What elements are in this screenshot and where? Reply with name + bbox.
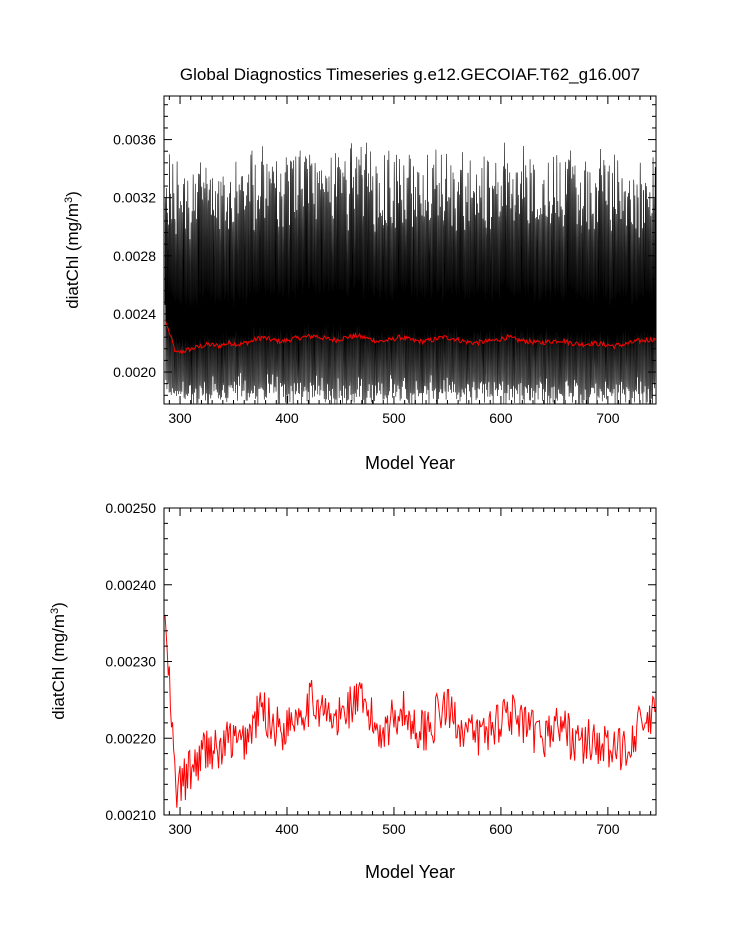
- bottom-panel: 300 400 500 600 700 0.00210 0.00220 0.00230 0.00…: [49, 500, 657, 882]
- bottom-y-axis-label: diatChl (mg/m3): [49, 602, 68, 720]
- top-plot-area: [164, 142, 656, 404]
- monthly-series-line: [164, 142, 656, 404]
- y-tick-label: 0.00250: [105, 500, 156, 516]
- x-tick-label: 700: [596, 821, 620, 837]
- top-x-axis-label: Model Year: [365, 453, 455, 473]
- bottom-plot-frame: [163, 507, 657, 816]
- bottom-x-axis-label: Model Year: [365, 862, 455, 882]
- x-tick-label: 400: [275, 410, 299, 426]
- x-tick-label: 500: [382, 410, 406, 426]
- y-tick-label: 0.0028: [113, 248, 156, 264]
- y-tick-label: 0.00210: [105, 807, 156, 823]
- x-tick-label: 600: [489, 410, 513, 426]
- y-tick-label: 0.0036: [113, 132, 156, 148]
- bottom-ticks: 300 400 500 600 700 0.00210 0.00220 0.00230 0.00…: [105, 500, 656, 837]
- y-tick-label: 0.00230: [105, 654, 156, 670]
- x-tick-label: 400: [275, 821, 299, 837]
- y-tick-label: 0.0020: [113, 364, 156, 380]
- top-y-axis-label: diatChl (mg/m3): [63, 191, 82, 309]
- y-tick-label: 0.0024: [113, 306, 156, 322]
- top-ticks: 300 400 500 600 700 0.0020 0.0024 0.0028 0.0032 0…: [113, 96, 656, 426]
- bottom-plot-area: [164, 615, 656, 808]
- x-tick-label: 700: [596, 410, 620, 426]
- top-panel: 300 400 500 600 700 0.0020 0.0024 0.0028 0.0032 0…: [63, 95, 657, 473]
- annual-mean-line: [164, 615, 656, 808]
- top-plot-frame: [163, 95, 657, 405]
- y-tick-label: 0.00220: [105, 730, 156, 746]
- figure-title: Global Diagnostics Timeseries g.e12.GECO…: [180, 65, 640, 84]
- x-tick-label: 500: [382, 821, 406, 837]
- y-tick-label: 0.0032: [113, 190, 156, 206]
- x-tick-label: 600: [489, 821, 513, 837]
- x-tick-label: 300: [168, 821, 192, 837]
- y-tick-label: 0.00240: [105, 577, 156, 593]
- annual-mean-line: [164, 319, 656, 355]
- x-tick-label: 300: [168, 410, 192, 426]
